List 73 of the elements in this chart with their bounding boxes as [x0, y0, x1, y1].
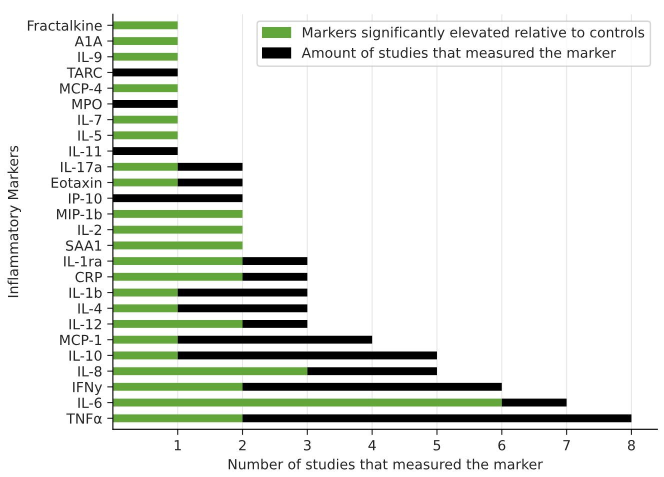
bar	[112, 52, 178, 61]
bar	[178, 178, 243, 186]
bar	[112, 162, 178, 171]
bar	[112, 304, 178, 312]
bar	[242, 257, 308, 266]
y-tick-label: A1A	[74, 36, 102, 46]
x-axis-title: Number of studies that measured the marker	[228, 458, 543, 470]
bar	[112, 288, 178, 296]
y-tick-label: MPO	[72, 98, 102, 110]
y-tick-label: IL-7	[78, 114, 102, 125]
y-tick-label: IL-4	[78, 303, 102, 314]
y-tick-label: IL-10	[70, 350, 102, 361]
bar	[242, 414, 632, 422]
y-tick-label: IL-11	[70, 146, 102, 156]
y-tick-label: Fractalkine	[28, 20, 102, 31]
y-tick-label: IL-1ra	[64, 256, 102, 267]
y-tick-label: MCP-1	[60, 334, 102, 346]
bar	[242, 272, 308, 281]
y-tick-label: MIP-1b	[57, 208, 102, 220]
bar	[502, 398, 567, 407]
bar	[112, 210, 243, 218]
y-tick-label: CRP	[76, 272, 102, 282]
bar	[112, 226, 243, 234]
x-tick-label: 2	[239, 440, 246, 450]
y-tick-label: IL-12	[70, 318, 102, 330]
bar	[178, 351, 437, 360]
bar	[178, 288, 308, 296]
bar	[112, 414, 243, 422]
y-axis-title: Inflammatory Markers	[8, 146, 22, 298]
y-tick-label: SAA1	[66, 240, 102, 251]
bar	[112, 272, 243, 281]
x-tick-label: 1	[174, 440, 181, 450]
bar	[112, 178, 178, 186]
x-tick-label: 5	[434, 440, 440, 450]
x-tick-label: 7	[563, 440, 570, 450]
bar	[112, 37, 178, 45]
y-tick-label: IL-8	[78, 366, 102, 377]
bar	[242, 382, 502, 391]
y-tick-label: TARC	[66, 67, 102, 78]
x-tick-label: 6	[498, 440, 506, 450]
bar	[112, 116, 178, 124]
y-tick-label: IL-6	[78, 398, 102, 408]
bar	[112, 21, 178, 30]
bar	[242, 320, 308, 328]
bar	[112, 257, 243, 266]
legend-label: Markers significantly elevated relative to controls	[302, 26, 644, 40]
bar	[178, 304, 308, 312]
y-tick-label: IL-1b	[70, 287, 102, 298]
bar	[112, 382, 243, 391]
bar	[112, 398, 502, 407]
x-tick-label: 8	[628, 440, 635, 450]
x-tick-label: 4	[368, 440, 376, 450]
bar	[112, 336, 178, 344]
bar	[112, 351, 178, 360]
bar	[178, 336, 372, 344]
x-tick-label: 3	[304, 440, 311, 450]
y-tick-label: IL-17a	[61, 162, 102, 172]
y-tick-label: Eotaxin	[52, 177, 102, 188]
y-tick-label: IP-10	[68, 193, 102, 204]
legend-label: Amount of studies that measured the marker	[302, 47, 616, 58]
bar	[178, 162, 243, 171]
bar	[112, 367, 308, 376]
y-tick-label: IL-9	[78, 52, 102, 62]
y-tick-label: IL-5	[78, 130, 102, 141]
bar	[307, 367, 437, 376]
y-tick-label: MCP-4	[60, 83, 102, 94]
bar	[112, 320, 243, 328]
y-tick-label: IFNy	[73, 382, 102, 396]
bar	[112, 241, 243, 250]
bar	[112, 84, 178, 92]
y-tick-label: IL-2	[78, 224, 102, 235]
bar	[112, 131, 178, 140]
y-tick-label: TNFα	[66, 413, 102, 424]
